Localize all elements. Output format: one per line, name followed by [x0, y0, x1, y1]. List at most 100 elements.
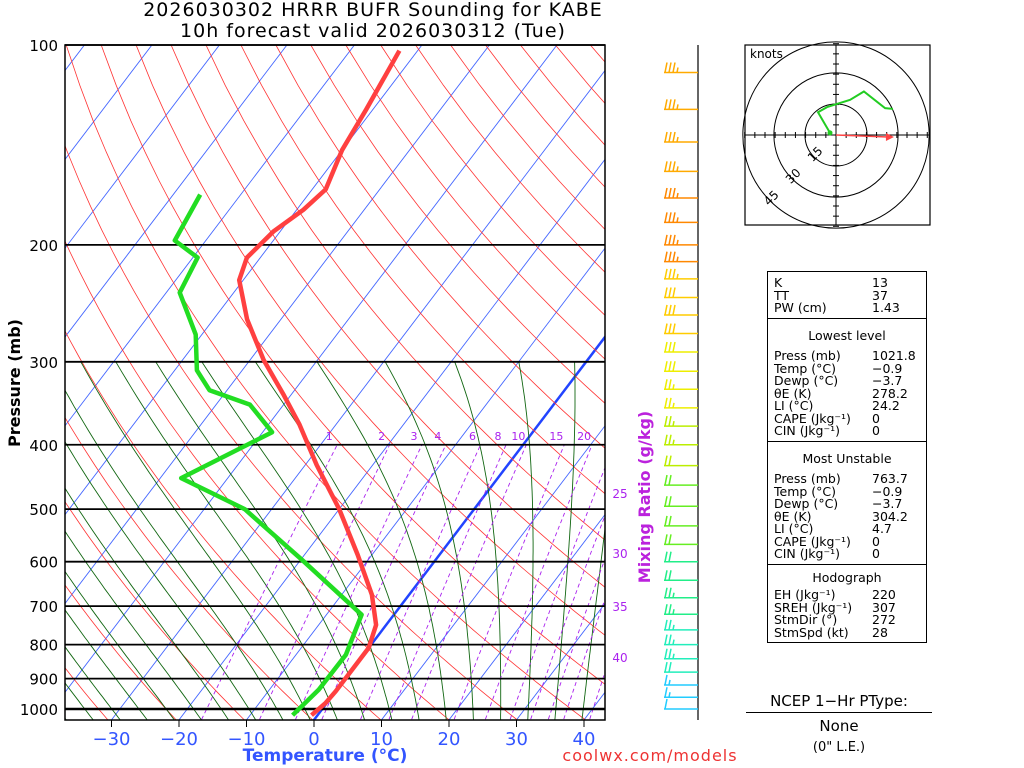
moist-adiabat: [454, 361, 502, 720]
stat-value: −3.7: [872, 373, 903, 388]
stat-label: TT: [774, 287, 790, 303]
chart-title: 2026030302 HRRR BUFR Sounding for KABE: [143, 0, 603, 21]
barb-flag: [664, 619, 668, 631]
barb-flag: [668, 187, 672, 199]
wind-barb: [664, 619, 698, 631]
stat-label: K: [774, 275, 783, 290]
y-axis-label: Pressure (mb): [5, 319, 24, 447]
isotherm-line: [110, 69, 605, 720]
moist-adiabat: [201, 361, 393, 720]
dry-adiabat: [100, 45, 605, 685]
pressure-tick-label: 100: [29, 37, 58, 55]
barb-flag: [664, 131, 668, 143]
barb-flag: [664, 187, 668, 199]
barb-flag: [668, 131, 672, 143]
mixing-ratio-label: 1: [326, 430, 333, 443]
isotherm-line: [65, 45, 153, 161]
barb-flag: [668, 661, 672, 673]
barb-flag: [668, 99, 672, 110]
stat-row: Dewp (°C) −3.7: [774, 496, 926, 511]
barb-flag: [664, 661, 668, 673]
stat-row: K 13: [774, 275, 926, 290]
stat-label: CAPE (Jkg⁻¹): [774, 410, 851, 426]
ptype-accum: (0" L.E.): [812, 740, 866, 755]
mixing-ratio-label: 2: [378, 430, 385, 443]
stat-label: StmDir (°): [774, 612, 838, 627]
wind-barb: [664, 187, 698, 199]
wind-barb: [664, 648, 698, 660]
barb-flag: [668, 304, 672, 316]
section-title: Lowest level: [808, 327, 886, 343]
barb-flag: [668, 416, 672, 427]
barb-flag: [668, 251, 672, 262]
x-axis-label: Temperature (°C): [243, 746, 408, 766]
wind-barb: [664, 698, 698, 710]
barb-flag: [668, 474, 672, 486]
stat-value: 272: [872, 612, 896, 627]
stat-row: Dewp (°C) −3.7: [774, 373, 926, 388]
wind-barb: [664, 687, 698, 698]
storm-motion-arrowhead: [885, 133, 894, 142]
wind-barb: [664, 251, 698, 263]
barb-flag: [668, 161, 672, 172]
stat-row: LI (°C) 24.2: [774, 399, 926, 413]
stat-value: 763.7: [872, 471, 908, 486]
barb-half-flag: [676, 239, 679, 246]
stat-row: TT 37: [774, 287, 926, 303]
barb-flag: [664, 234, 668, 246]
wind-barb: [664, 674, 698, 686]
wind-barb: [664, 287, 698, 299]
pressure-tick-label: 200: [29, 237, 58, 255]
temp-tick-label: 10: [370, 729, 393, 750]
moist-adiabat: [384, 361, 474, 720]
isotherm-line: [65, 45, 288, 338]
stat-value: −3.7: [872, 496, 903, 511]
barb-flag: [668, 587, 672, 598]
ptype-label: NCEP 1−Hr PType:: [746, 692, 932, 713]
ptype-value: None: [819, 717, 859, 735]
wind-barb: [664, 99, 698, 111]
wind-barb: [664, 634, 698, 646]
barb-flag: [668, 570, 672, 581]
stat-value: 1.43: [872, 300, 900, 315]
isotherm-line: [65, 45, 558, 694]
stat-row: Temp (°C) −0.9: [774, 483, 926, 499]
stat-label: Press (mb): [774, 348, 841, 363]
temp-tick-label: 30: [505, 729, 528, 750]
barb-half-flag: [676, 67, 679, 73]
barb-flag: [664, 212, 668, 223]
moist-adiabat: [65, 646, 121, 720]
barb-half-flag: [676, 217, 679, 223]
barb-half-flag: [676, 136, 679, 143]
barb-flag: [664, 634, 668, 645]
isotherm-line: [178, 158, 605, 720]
moist-adiabat: [554, 361, 576, 720]
mixing-ratio-label: Mixing Ratio (g/kg): [635, 411, 654, 583]
barb-flag: [668, 397, 672, 409]
moist-adiabat: [65, 487, 230, 720]
wind-barb: [664, 551, 698, 563]
section-title: Most Unstable: [802, 450, 892, 466]
stat-label: EH (Jkg⁻¹): [774, 587, 836, 602]
barb-flag: [672, 287, 676, 298]
stat-row: StmDir (°) 272: [774, 612, 926, 627]
wind-barb: [664, 304, 698, 316]
isotherm-line: [65, 45, 355, 427]
stat-row: LI (°C) 4.7: [774, 522, 926, 536]
moist-adiabat: [115, 361, 338, 720]
barb-flag: [664, 304, 668, 316]
mixing-ratio-label: 20: [577, 430, 591, 443]
barb-flag: [668, 648, 672, 659]
stat-value: −0.9: [872, 483, 903, 499]
barb-flag: [668, 434, 672, 445]
moist-adiabat: [65, 530, 203, 720]
barb-flag: [668, 323, 672, 334]
dry-adiabat: [345, 45, 605, 360]
dry-adiabat: [65, 584, 177, 720]
lowest-level-section: Lowest level Press (mb) 1021.8 Temp (°C) −0.…: [768, 319, 926, 442]
wind-barb: [664, 268, 698, 280]
stats-panel: K 13 TT 37 PW (cm) 1.43 Lowest level Press (mb…: [767, 271, 927, 643]
dry-adiabat: [415, 45, 605, 273]
barb-flag: [672, 99, 676, 110]
wind-barb: [664, 496, 698, 507]
